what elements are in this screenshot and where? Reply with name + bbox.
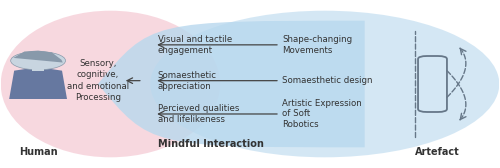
Ellipse shape — [0, 11, 220, 157]
Ellipse shape — [150, 11, 500, 157]
Text: Artistic Expression
of Soft
Robotics: Artistic Expression of Soft Robotics — [282, 99, 362, 129]
Text: Mindful Interaction: Mindful Interaction — [158, 139, 264, 149]
Bar — [32, 61, 44, 71]
Text: Sensory,
cognitive,
and emotional
Processing: Sensory, cognitive, and emotional Proces… — [67, 59, 129, 102]
Text: Human: Human — [19, 147, 58, 157]
Text: Somaesthetic
appreciation: Somaesthetic appreciation — [158, 71, 217, 91]
PathPatch shape — [98, 21, 364, 147]
Text: Artefact: Artefact — [414, 147, 460, 157]
Polygon shape — [9, 68, 67, 99]
Polygon shape — [14, 51, 63, 62]
Text: Shape-changing
Movements: Shape-changing Movements — [282, 35, 352, 55]
Text: Percieved qualities
and lifelikeness: Percieved qualities and lifelikeness — [158, 104, 239, 124]
Text: Visual and tactile
engagement: Visual and tactile engagement — [158, 35, 232, 55]
Text: Somaesthetic design: Somaesthetic design — [282, 76, 373, 85]
Circle shape — [10, 52, 66, 70]
